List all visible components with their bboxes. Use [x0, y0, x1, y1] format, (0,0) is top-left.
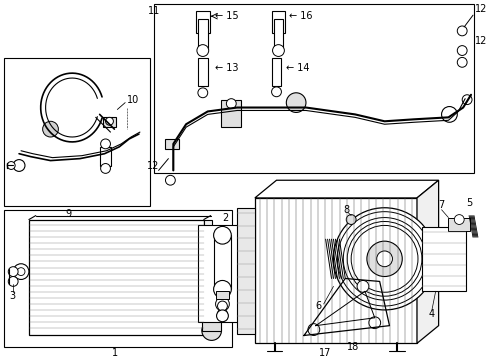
Circle shape — [202, 321, 221, 341]
Bar — [203, 220, 211, 336]
Circle shape — [461, 95, 471, 104]
Bar — [273, 19, 283, 49]
Circle shape — [7, 162, 15, 170]
Circle shape — [346, 215, 355, 224]
Text: 1: 1 — [112, 348, 118, 358]
Circle shape — [376, 251, 392, 267]
Circle shape — [217, 309, 227, 319]
Circle shape — [198, 88, 207, 98]
Circle shape — [350, 225, 417, 292]
Circle shape — [216, 310, 228, 322]
Text: 11: 11 — [147, 6, 160, 16]
Circle shape — [101, 163, 110, 174]
Circle shape — [42, 121, 58, 137]
Bar — [421, 228, 465, 291]
Bar — [198, 19, 207, 49]
Circle shape — [307, 324, 319, 336]
Circle shape — [333, 208, 435, 310]
Circle shape — [197, 45, 208, 57]
Bar — [29, 220, 203, 336]
Text: 17: 17 — [319, 348, 331, 358]
Bar — [221, 100, 241, 127]
Text: 9: 9 — [65, 209, 71, 219]
Circle shape — [101, 139, 110, 149]
Bar — [237, 208, 254, 333]
Circle shape — [271, 87, 281, 97]
Circle shape — [368, 317, 380, 329]
Circle shape — [441, 107, 456, 122]
Text: ← 15: ← 15 — [214, 11, 238, 21]
Polygon shape — [254, 180, 438, 198]
Circle shape — [217, 301, 227, 311]
Text: 18: 18 — [346, 342, 359, 352]
Text: 4: 4 — [428, 309, 434, 319]
Bar — [447, 217, 469, 231]
Text: ← 14: ← 14 — [286, 63, 309, 73]
Text: 5: 5 — [465, 198, 471, 208]
Circle shape — [8, 267, 18, 276]
Bar — [153, 4, 473, 174]
Text: 12: 12 — [474, 36, 487, 46]
Bar — [198, 225, 248, 322]
Text: ← 16: ← 16 — [289, 11, 312, 21]
Bar — [196, 11, 209, 33]
Bar — [165, 139, 179, 149]
Circle shape — [215, 297, 229, 311]
Circle shape — [453, 215, 463, 224]
Text: 6: 6 — [315, 301, 321, 311]
Circle shape — [213, 226, 231, 244]
Circle shape — [272, 45, 284, 57]
Circle shape — [17, 268, 25, 275]
Bar — [198, 58, 207, 86]
Circle shape — [343, 217, 425, 300]
Circle shape — [8, 276, 18, 286]
Text: 3: 3 — [9, 291, 15, 301]
Circle shape — [105, 117, 113, 125]
Polygon shape — [416, 180, 438, 343]
Circle shape — [366, 241, 402, 276]
Bar — [100, 147, 111, 166]
Bar — [4, 58, 149, 206]
Circle shape — [456, 26, 466, 36]
Circle shape — [213, 280, 231, 298]
Bar — [213, 235, 231, 289]
Circle shape — [226, 99, 236, 108]
Bar — [4, 210, 232, 347]
Bar — [271, 58, 281, 86]
Circle shape — [13, 264, 29, 279]
Circle shape — [346, 221, 421, 296]
Bar — [271, 11, 285, 33]
Bar — [215, 291, 229, 299]
Circle shape — [337, 212, 431, 306]
Circle shape — [456, 46, 466, 55]
Bar — [202, 316, 221, 330]
Text: 12: 12 — [146, 162, 159, 171]
Text: ← 13: ← 13 — [214, 63, 238, 73]
Circle shape — [356, 280, 368, 292]
Text: 7: 7 — [438, 200, 444, 210]
Text: 8: 8 — [343, 205, 349, 215]
Bar — [102, 117, 116, 127]
Text: 2: 2 — [222, 212, 228, 222]
Bar — [254, 198, 416, 343]
Circle shape — [165, 175, 175, 185]
Circle shape — [13, 159, 25, 171]
Circle shape — [456, 57, 466, 67]
Text: 10: 10 — [127, 95, 139, 105]
Text: 12: 12 — [474, 4, 487, 14]
Circle shape — [286, 93, 305, 112]
